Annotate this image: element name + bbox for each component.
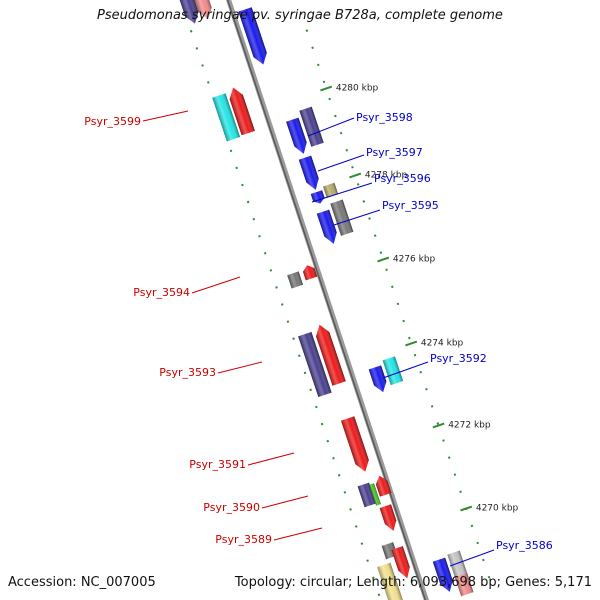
label-leader-psyr-3595: [333, 209, 381, 226]
feature-psyr-3599-cyan: [212, 93, 241, 142]
tick-mark: [349, 172, 362, 179]
label-leader-psyr-3589: [273, 527, 323, 541]
feature-psyr-3586-pink: [454, 573, 474, 597]
feature-psyr-3592-blue: [368, 365, 387, 393]
label-leader-psyr-3596: [311, 182, 373, 203]
tick-mark: [377, 256, 390, 263]
tick-label: 4272 kbp: [448, 421, 491, 431]
gene-label-psyr-3591: Psyr_3591: [189, 458, 246, 471]
gene-label-psyr-3595: Psyr_3595: [382, 199, 439, 212]
gene-label-psyr-3599: Psyr_3599: [84, 115, 141, 128]
accession-label: Accession: NC_007005: [8, 575, 156, 590]
feature-psyr-3596: [323, 182, 339, 198]
tick-label: 4270 kbp: [476, 504, 519, 514]
feature-psyr-3595: [330, 199, 354, 236]
feature-psyr-3590-green: [369, 483, 381, 506]
feature-psyr-3598: [299, 106, 324, 147]
gene-label-psyr-3597: Psyr_3597: [366, 146, 423, 159]
tick-label: 4278 kbp: [365, 171, 408, 181]
gene-label-psyr-3594: Psyr_3594: [133, 286, 190, 299]
feature-psyr-3595-blue: [316, 209, 337, 244]
feature-psyr-3594-gray: [287, 271, 304, 289]
feature-psyr-3596-blue: [310, 190, 325, 204]
feature-psyr-3598-blue: [286, 117, 307, 154]
feature-top-pink: [192, 0, 212, 20]
gene-label-psyr-3589: Psyr_3589: [215, 533, 272, 546]
label-leader-psyr-3592: [382, 361, 429, 379]
feature-top-navy: [178, 0, 199, 24]
gene-label-psyr-3586: Psyr_3586: [496, 539, 553, 552]
label-leader-psyr-3593: [217, 361, 263, 374]
feature-psyr-3589-pale: [377, 562, 404, 600]
feature-psyr-3592: [382, 356, 404, 386]
tick-mark: [432, 422, 445, 429]
feature-psyr-3589-upper: [379, 504, 397, 531]
label-leader-psyr-3599: [142, 110, 189, 122]
gene-label-psyr-3590: Psyr_3590: [203, 501, 260, 514]
gene-label-psyr-3593: Psyr_3593: [159, 366, 216, 379]
tick-mark: [460, 505, 473, 512]
label-leader-psyr-3597: [317, 154, 365, 172]
genome-title: Pseudomonas syringae pv. syringae B728a,…: [97, 8, 503, 23]
gene-label-psyr-3598: Psyr_3598: [356, 111, 413, 124]
tick-label: 4274 kbp: [421, 339, 464, 349]
feature-psyr-3586-blue: [432, 557, 453, 592]
label-leader-psyr-3594: [191, 276, 241, 294]
topology-summary: Topology: circular; Length: 6,093,698 bp…: [234, 575, 592, 590]
label-leader-psyr-3598: [307, 117, 355, 137]
label-leader-psyr-3591: [247, 452, 295, 466]
feature-psyr-3593: [316, 324, 346, 386]
feature-psyr-3590-navy: [357, 482, 376, 508]
feature-psyr-3594: [302, 265, 318, 281]
tick-mark: [405, 340, 418, 347]
genome-backbone-edge: [226, 0, 427, 600]
gene-label-psyr-3592: Psyr_3592: [430, 352, 487, 365]
tick-mark: [320, 85, 333, 92]
feature-psyr-3589: [391, 546, 410, 579]
tick-label: 4276 kbp: [393, 255, 436, 265]
feature-psyr-3590: [375, 475, 392, 497]
feature-psyr-3599: [229, 87, 255, 136]
label-leader-psyr-3590: [261, 495, 309, 509]
tick-label: 4280 kbp: [336, 84, 379, 94]
feature-psyr-3593-navy: [298, 331, 332, 398]
gene-label-psyr-3596: Psyr_3596: [374, 172, 431, 185]
feature-top-blue: [238, 7, 267, 65]
feature-psyr-3597: [298, 155, 319, 190]
label-leader-psyr-3586: [449, 549, 495, 567]
feature-psyr-3591: [340, 416, 369, 472]
genome-backbone: [226, 0, 429, 600]
